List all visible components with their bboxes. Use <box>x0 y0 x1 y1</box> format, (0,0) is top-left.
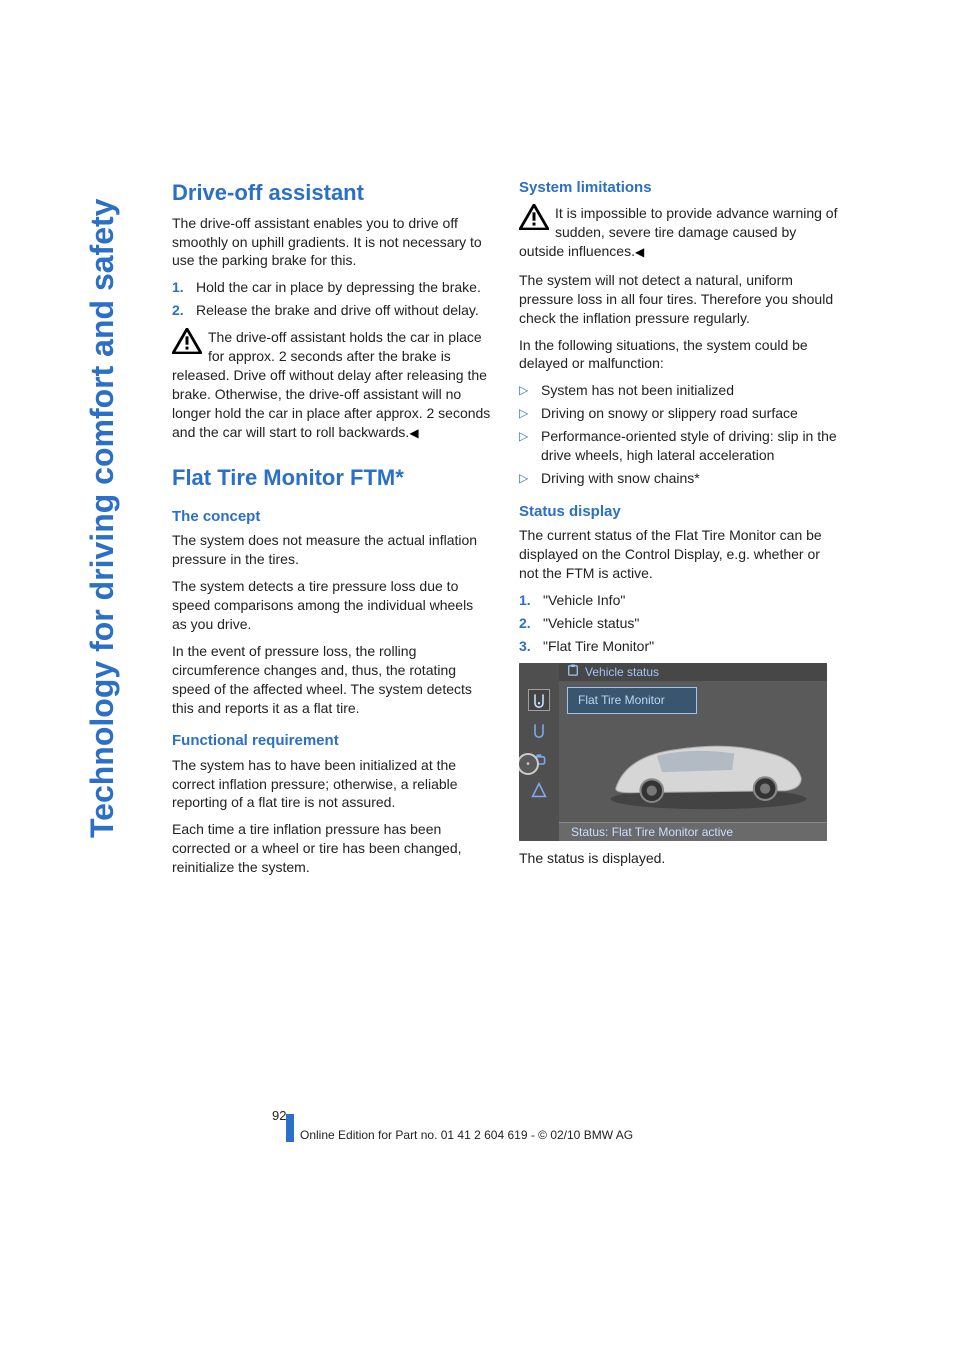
tire-pressure-icon <box>528 689 550 711</box>
list-item: Hold the car in place by depressing the … <box>172 278 491 297</box>
side-label-text: Technology for driving comfort and safet… <box>84 199 120 838</box>
list-item: System has not been initialized <box>519 381 838 400</box>
vehicle-status-screenshot: • <box>519 663 827 841</box>
subsection-title: Functional requirement <box>172 731 491 751</box>
list-item-text: Driving with snow chains* <box>541 470 700 486</box>
warning-text: It is impossible to provide advance warn… <box>519 205 837 259</box>
body-text: The status is displayed. <box>519 849 838 868</box>
figure-tab: Flat Tire Monitor <box>567 687 697 713</box>
content-columns: Drive-off assistant The drive-off assist… <box>172 178 838 885</box>
bullet-list: System has not been initialized Driving … <box>519 381 838 487</box>
document-page: Technology for driving comfort and safet… <box>0 0 954 1350</box>
body-text: The system detects a tire pressure loss … <box>172 577 491 634</box>
list-item: Driving with snow chains* <box>519 469 838 488</box>
warning-text: The drive-off assistant holds the car in… <box>172 329 490 439</box>
warning-triangle-icon <box>528 779 550 801</box>
list-item: Performance-oriented style of driving: s… <box>519 427 838 465</box>
body-text: The drive-off assistant enables you to d… <box>172 214 491 271</box>
tire-pressure-icon <box>528 719 550 741</box>
body-text: In the event of pressure loss, the rolli… <box>172 642 491 718</box>
subsection-title: Status display <box>519 502 838 522</box>
clipboard-icon <box>567 664 579 680</box>
figure-titlebar: Vehicle status <box>559 663 827 681</box>
body-text: Each time a tire inflation pressure has … <box>172 820 491 877</box>
warning-note: It is impossible to provide advance warn… <box>519 204 838 261</box>
warning-icon <box>519 204 549 230</box>
warning-note: The drive-off assistant holds the car in… <box>172 328 491 441</box>
figure-title-text: Vehicle status <box>585 664 659 680</box>
numbered-list: "Vehicle Info" "Vehicle status" "Flat Ti… <box>519 591 838 656</box>
body-text: The system does not measure the actual i… <box>172 531 491 569</box>
subsection-title: System limitations <box>519 178 838 198</box>
list-item: "Vehicle Info" <box>519 591 838 610</box>
end-marker-icon: ◀ <box>409 425 418 441</box>
figure-status-bar: Status: Flat Tire Monitor active <box>559 822 827 842</box>
footer-text: Online Edition for Part no. 01 41 2 604 … <box>300 1128 633 1142</box>
section-title: Drive-off assistant <box>172 178 491 208</box>
footer-accent-block <box>286 1114 294 1142</box>
subsection-title: The concept <box>172 507 491 527</box>
numbered-list: Hold the car in place by depressing the … <box>172 278 491 320</box>
figure-sidebar <box>519 663 559 841</box>
figure-main: Vehicle status Flat Tire Monitor <box>559 663 827 841</box>
list-item: Driving on snowy or slippery road surfac… <box>519 404 838 423</box>
left-column: Drive-off assistant The drive-off assist… <box>172 178 491 885</box>
right-column: System limitations It is impossible to p… <box>519 178 838 885</box>
end-marker-icon: ◀ <box>635 244 644 260</box>
body-text: In the following situations, the system … <box>519 336 838 374</box>
body-text: The system has to have been initialized … <box>172 756 491 813</box>
section-side-label: Technology for driving comfort and safet… <box>84 199 121 838</box>
page-number: 92 <box>272 1108 286 1123</box>
body-text: The current status of the Flat Tire Moni… <box>519 526 838 583</box>
list-item: "Flat Tire Monitor" <box>519 637 838 656</box>
section-title: Flat Tire Monitor FTM* <box>172 463 491 493</box>
figure-car-graphic <box>559 714 827 822</box>
body-text: The system will not detect a natural, un… <box>519 271 838 328</box>
warning-icon <box>172 328 202 354</box>
list-item: "Vehicle status" <box>519 614 838 633</box>
list-item: Release the brake and drive off without … <box>172 301 491 320</box>
